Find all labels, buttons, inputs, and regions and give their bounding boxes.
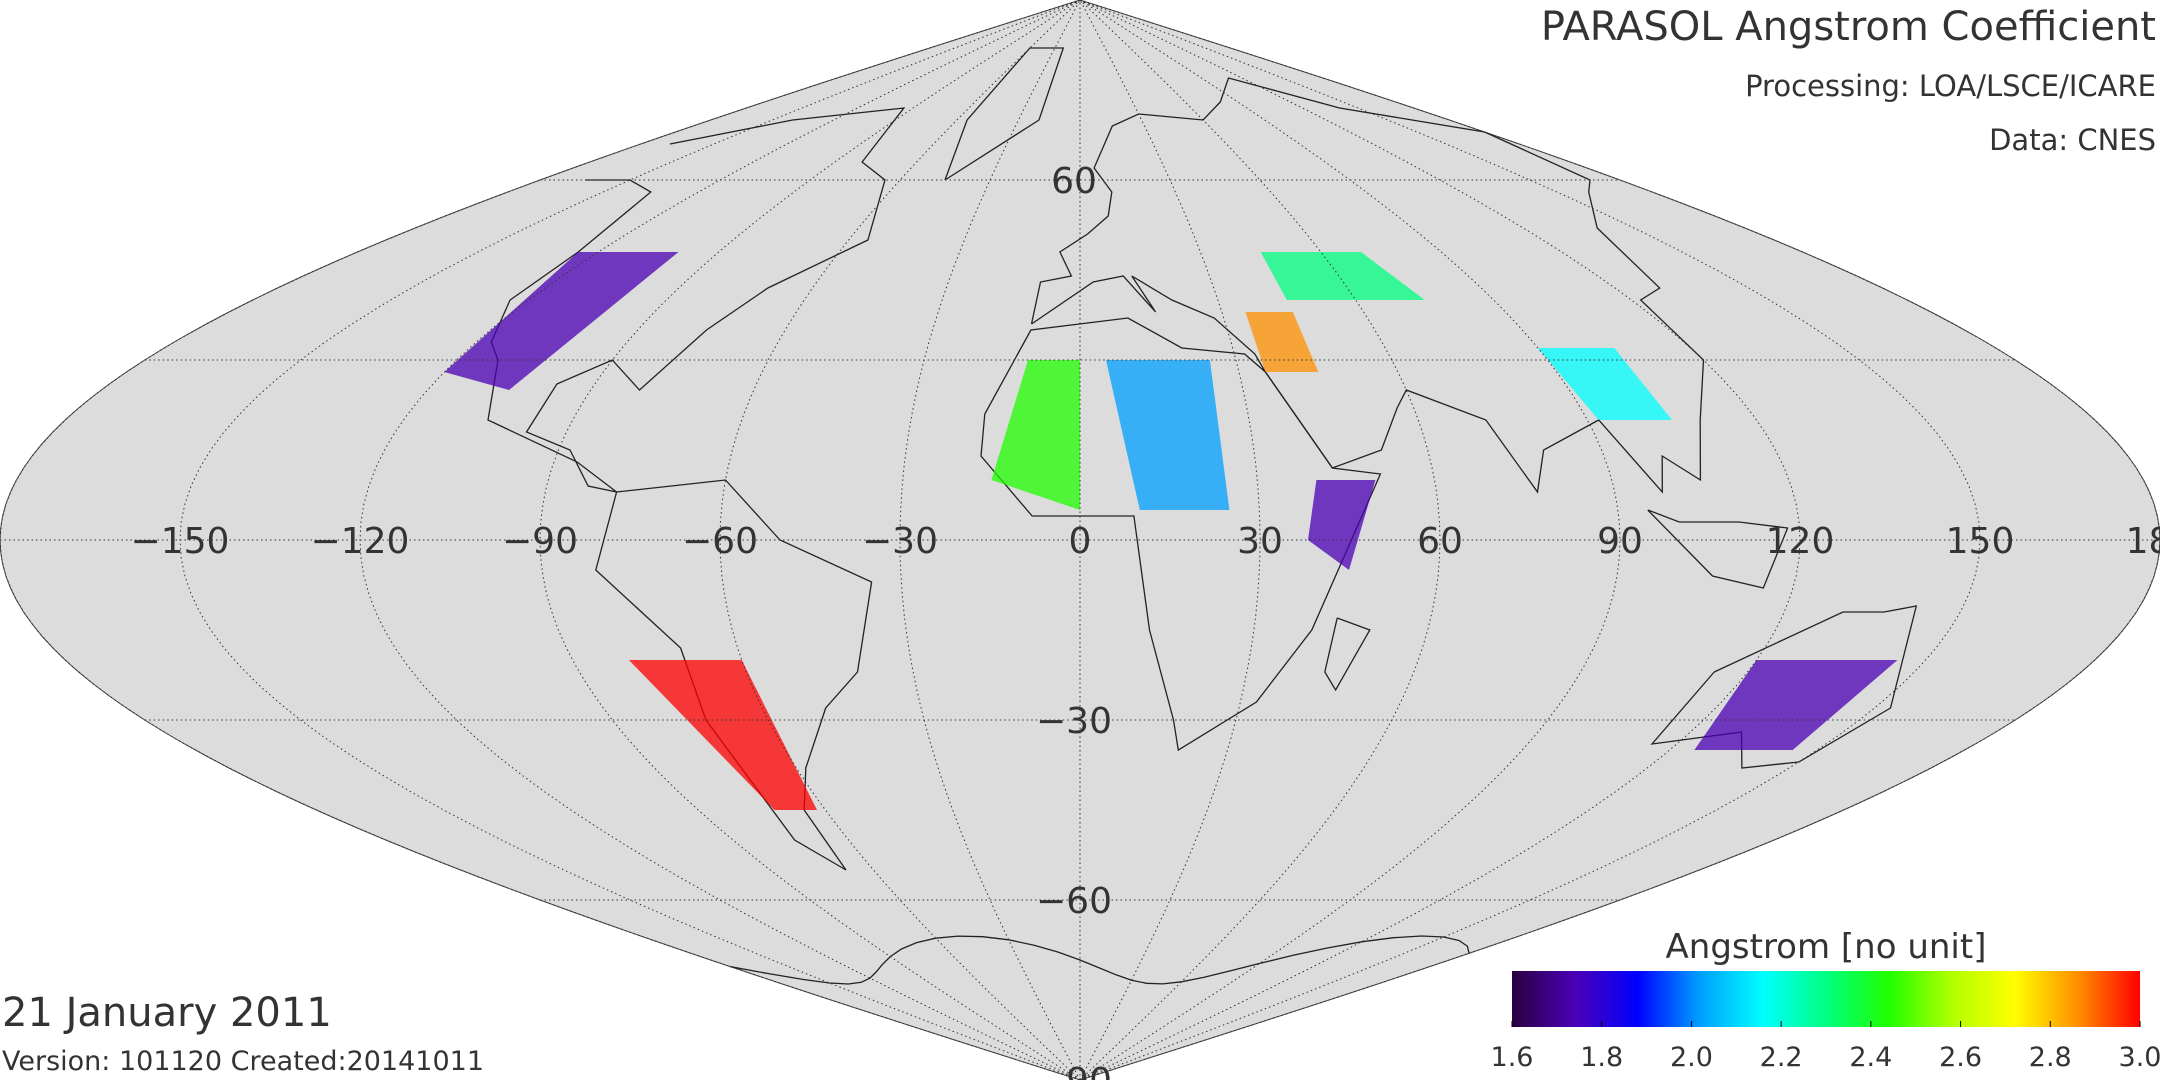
longitude-label: −150 bbox=[131, 521, 230, 562]
data-swath bbox=[1308, 480, 1376, 570]
colorbar-tick-label: 2.2 bbox=[1760, 1042, 1803, 1073]
data-source: Data: CNES bbox=[1989, 123, 2156, 157]
longitude-label: 90 bbox=[1597, 521, 1643, 562]
processing: Processing: LOA/LSCE/ICARE bbox=[1745, 69, 2156, 103]
longitude-label: 60 bbox=[1417, 521, 1463, 562]
coastline bbox=[1030, 77, 1705, 494]
longitude-label: 30 bbox=[1237, 521, 1283, 562]
coastline bbox=[1647, 509, 1789, 589]
coastline bbox=[944, 47, 1065, 181]
data-swath bbox=[1106, 360, 1230, 510]
longitude-label: 120 bbox=[1766, 521, 1835, 562]
latitude-label: −90 bbox=[1036, 1061, 1112, 1080]
data-swath bbox=[1245, 312, 1319, 372]
title: PARASOL Angstrom Coefficient bbox=[1541, 4, 2156, 50]
colorbar-tick-label: 2.8 bbox=[2029, 1042, 2072, 1073]
latitude-label: 60 bbox=[1051, 161, 1097, 202]
longitude-label: −30 bbox=[862, 521, 938, 562]
longitude-label: −90 bbox=[502, 521, 578, 562]
coastline bbox=[1650, 605, 1918, 769]
version: Version: 101120 Created:20141011 bbox=[2, 1046, 484, 1077]
colorbar-tick-label: 1.6 bbox=[1491, 1042, 1534, 1073]
longitude-label: 0 bbox=[1069, 521, 1092, 562]
longitude-label: 150 bbox=[1946, 521, 2015, 562]
coastline bbox=[730, 935, 1470, 985]
latitude-label: −60 bbox=[1036, 881, 1112, 922]
colorbar-tick-label: 3.0 bbox=[2119, 1042, 2160, 1073]
coastline bbox=[1324, 617, 1371, 692]
colorbar-tick-label: 2.4 bbox=[1849, 1042, 1892, 1073]
latitude-label: −30 bbox=[1036, 701, 1112, 742]
data-swath bbox=[1260, 252, 1425, 300]
colorbar-label: Angstrom [no unit] bbox=[1666, 927, 1987, 967]
colorbar-tick-label: 1.8 bbox=[1580, 1042, 1623, 1073]
colorbar-tick-label: 2.6 bbox=[1939, 1042, 1982, 1073]
data-swath bbox=[628, 660, 817, 810]
data-swath bbox=[991, 360, 1080, 510]
data-swath bbox=[444, 252, 679, 390]
longitude-label: 180 bbox=[2126, 521, 2160, 562]
colorbar: 1.6 1.8 2.0 2.2 2.4 2.6 2.8 3.0 bbox=[1491, 971, 2160, 1073]
longitude-label: −120 bbox=[311, 521, 410, 562]
data-swath bbox=[1537, 348, 1672, 420]
longitude-label: −60 bbox=[682, 521, 758, 562]
coastline bbox=[980, 317, 1382, 752]
coastline bbox=[487, 107, 906, 493]
colorbar-scale bbox=[1512, 971, 2140, 1027]
data-swath bbox=[1694, 660, 1898, 750]
date: 21 January 2011 bbox=[2, 990, 332, 1036]
colorbar-tick-label: 2.0 bbox=[1670, 1042, 1713, 1073]
